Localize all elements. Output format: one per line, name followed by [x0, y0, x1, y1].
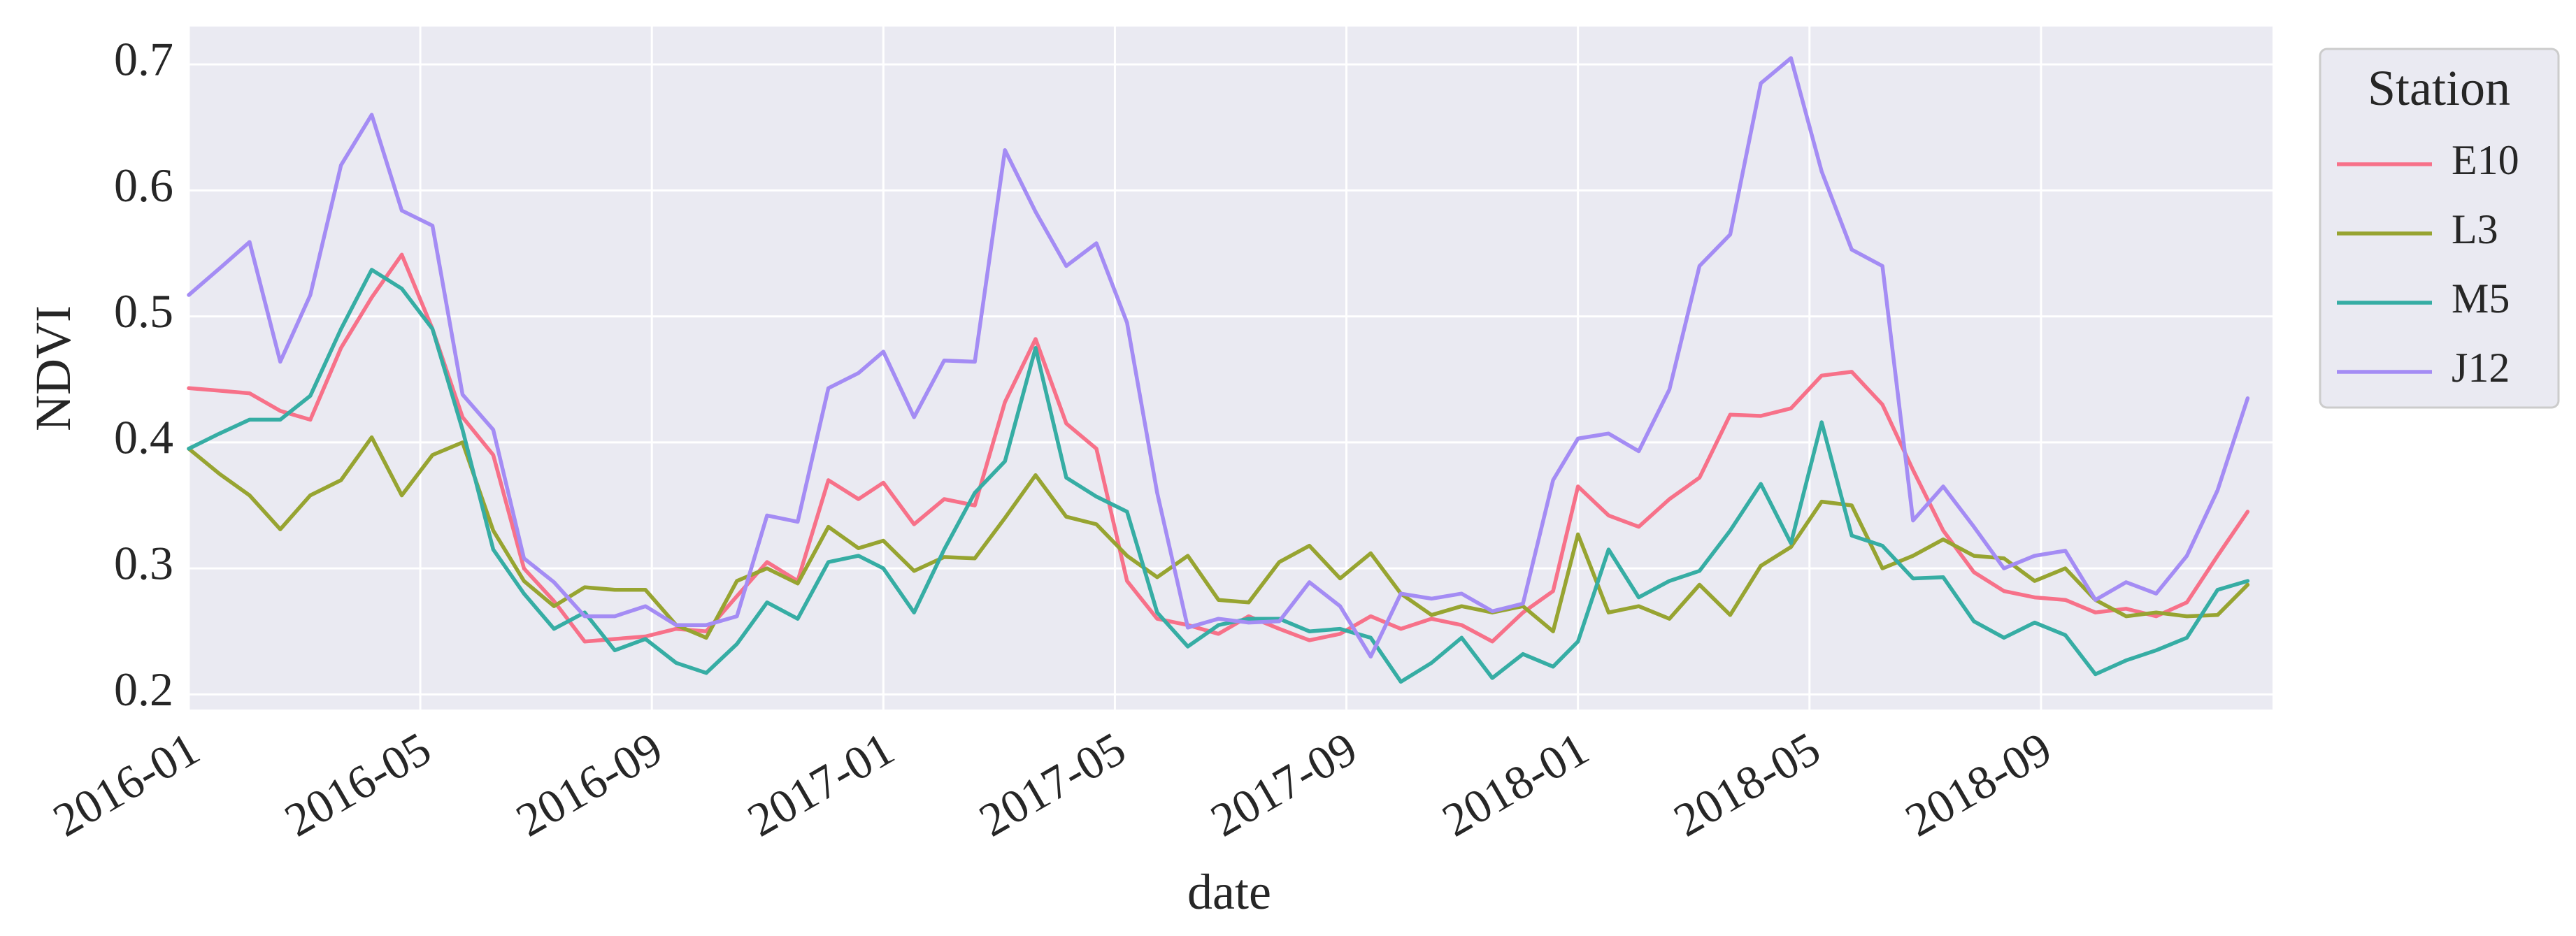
plot-background — [189, 27, 2273, 710]
x-tick-label: 2018-05 — [1665, 721, 1829, 847]
legend-box — [2319, 48, 2560, 409]
y-tick-label: 0.6 — [114, 159, 173, 212]
x-tick-label: 2017-09 — [1202, 721, 1366, 847]
legend: Station E10 L3 M5 J12 — [2319, 48, 2560, 409]
y-tick-label: 0.2 — [114, 663, 173, 716]
legend-label: J12 — [2452, 345, 2510, 391]
x-tick-label: 2016-05 — [276, 721, 439, 847]
x-tick-label: 2017-01 — [739, 721, 903, 847]
x-axis-label: date — [1187, 864, 1271, 920]
x-tick-label: 2018-09 — [1896, 721, 2060, 847]
data-line — [187, 268, 2250, 684]
y-tick-label: 0.7 — [114, 33, 173, 86]
y-tick-label: 0.5 — [114, 285, 173, 338]
legend-title: Station — [2368, 60, 2510, 116]
x-tick-label: 2017-05 — [971, 721, 1134, 847]
data-line — [187, 56, 2250, 659]
data-line — [187, 435, 2250, 640]
y-tick-label: 0.4 — [114, 410, 173, 463]
y-tick-label: 0.3 — [114, 537, 173, 590]
legend-label: M5 — [2452, 275, 2510, 322]
x-tick-label: 2016-09 — [507, 721, 671, 847]
legend-label: E10 — [2452, 137, 2519, 183]
y-axis-label: NDVI — [25, 305, 81, 431]
x-tick-label: 2018-01 — [1433, 721, 1597, 847]
x-tick-label: 2016-01 — [44, 721, 208, 847]
legend-label: L3 — [2452, 206, 2498, 252]
